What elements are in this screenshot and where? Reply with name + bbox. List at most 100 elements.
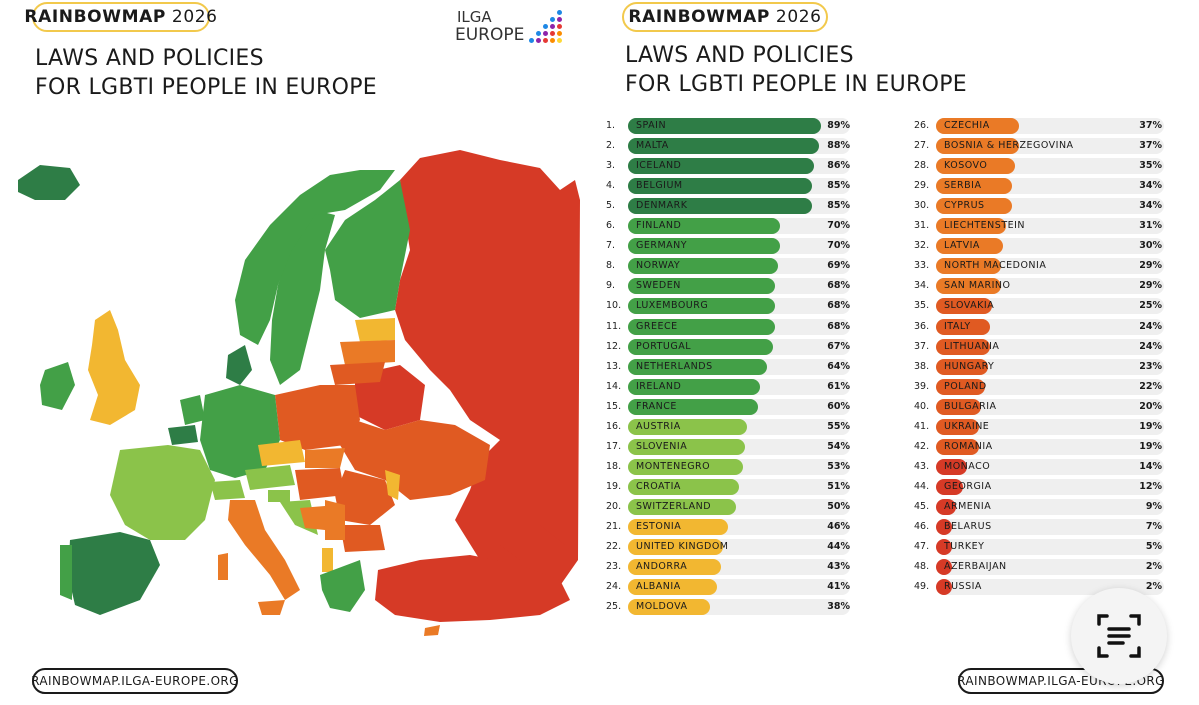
rainbowmap-badge-left: RAINBOWMAP 2026 [24, 2, 217, 32]
ranking-row: 12. PORTUGAL 67% [606, 338, 850, 355]
row-rank: 45. [914, 500, 930, 512]
map-poland [275, 385, 360, 450]
row-bar [936, 258, 1002, 275]
row-bar [628, 238, 780, 255]
row-country: BELGIUM [636, 180, 683, 192]
row-rank: 16. [606, 420, 622, 432]
map-norway [235, 170, 395, 345]
row-value: 30% [1139, 240, 1162, 252]
ranking-row: 3. ICELAND 86% [606, 158, 850, 175]
row-bar [936, 498, 957, 515]
ranking-row: 33. NORTH MACEDONIA 29% [914, 258, 1164, 275]
row-bar [936, 559, 952, 576]
row-bar [628, 579, 717, 596]
ranking-row: 20. SWITZERLAND 50% [606, 498, 850, 515]
map-iceland [18, 165, 80, 200]
row-value: 31% [1139, 220, 1162, 232]
row-rank: 2. [606, 140, 616, 152]
ranking-row: 11. GREECE 68% [606, 318, 850, 335]
footer-url-left[interactable]: RAINBOWMAP.ILGA-EUROPE.ORG [31, 668, 238, 694]
row-rank: 28. [914, 160, 930, 172]
row-country: NORWAY [636, 260, 681, 272]
row-rank: 4. [606, 180, 616, 192]
row-rank: 33. [914, 260, 930, 272]
row-value: 54% [827, 440, 850, 452]
ranking-row: 13. NETHERLANDS 64% [606, 358, 850, 375]
ranking-row: 26. CZECHIA 37% [914, 118, 1164, 134]
row-country: ICELAND [636, 160, 682, 172]
row-value: 12% [1139, 480, 1162, 492]
scan-text-button[interactable] [1071, 588, 1167, 684]
row-rank: 14. [606, 380, 622, 392]
map-france [110, 445, 215, 540]
row-bar [628, 519, 728, 535]
ranking-row: 27. BOSNIA & HERZEGOVINA 37% [914, 138, 1164, 155]
row-rank: 43. [914, 460, 930, 472]
row-rank: 34. [914, 280, 930, 292]
map-greece [320, 560, 365, 612]
row-bar [628, 398, 759, 415]
row-track [936, 318, 1164, 335]
ranking-row: 22. UNITED KINGDOM 44% [606, 539, 850, 556]
map-slovenia [268, 490, 290, 502]
row-track [936, 298, 1164, 315]
row-rank: 36. [914, 320, 930, 332]
ranking-row: 16. AUSTRIA 55% [606, 418, 850, 435]
row-bar [936, 418, 979, 435]
ranking-row: 44. GEORGIA 12% [914, 478, 1164, 495]
row-bar [936, 478, 963, 495]
row-value: 2% [1145, 581, 1162, 593]
row-bar [628, 599, 711, 616]
row-bar [628, 438, 746, 455]
row-country: NORTH MACEDONIA [944, 260, 1047, 272]
row-country: SPAIN [636, 120, 667, 131]
row-value: 53% [827, 460, 850, 472]
row-country: CZECHIA [944, 120, 990, 131]
row-rank: 44. [914, 480, 930, 492]
row-rank: 1. [606, 120, 616, 131]
row-country: BULGARIA [944, 400, 997, 412]
ranking-row: 23. ANDORRA 43% [606, 559, 850, 576]
row-country: ROMANIA [944, 440, 993, 452]
ranking-row: 45. ARMENIA 9% [914, 498, 1164, 515]
row-country: LATVIA [944, 240, 980, 252]
logo-dot [536, 31, 541, 36]
logo-dot [557, 31, 562, 36]
row-value: 22% [1139, 380, 1162, 392]
row-rank: 17. [606, 440, 622, 452]
logo-dot [543, 24, 548, 29]
ranking-row: 8. NORWAY 69% [606, 258, 850, 275]
ranking-row: 10. LUXEMBOURG 68% [606, 298, 850, 315]
row-bar [936, 278, 1002, 295]
logo-dot [550, 17, 555, 22]
row-country: ANDORRA [636, 561, 688, 573]
row-bar [628, 178, 813, 195]
ranking-row: 47. TURKEY 5% [914, 539, 1164, 556]
ranking-row: 17. SLOVENIA 54% [606, 438, 850, 455]
row-country: GERMANY [636, 240, 688, 252]
row-rank: 19. [606, 480, 622, 492]
logo-dot [550, 38, 555, 43]
map-latvia [340, 340, 395, 365]
row-rank: 30. [914, 200, 930, 212]
ranking-row: 25. MOLDOVA 38% [606, 599, 850, 616]
row-rank: 23. [606, 561, 622, 573]
logo-dot [557, 24, 562, 29]
map-sweden [270, 210, 335, 385]
row-rank: 9. [606, 280, 616, 292]
map-bulgaria [340, 525, 385, 552]
row-value: 7% [1145, 521, 1162, 532]
ilga-europe-logo: ILGA EUROPE [455, 8, 575, 48]
ranking-row: 30. CYPRUS 34% [914, 198, 1164, 215]
row-track [936, 378, 1164, 395]
row-country: FINLAND [636, 220, 682, 232]
ranking-row: 5. DENMARK 85% [606, 198, 850, 215]
ranking-row: 40. BULGARIA 20% [914, 398, 1164, 415]
map-austria [245, 465, 295, 490]
logo-dot [550, 24, 555, 29]
row-country: ESTONIA [636, 521, 682, 532]
row-track [936, 438, 1164, 455]
logo-dots-icon [529, 10, 562, 46]
row-track [936, 398, 1164, 415]
row-value: 43% [827, 561, 850, 573]
